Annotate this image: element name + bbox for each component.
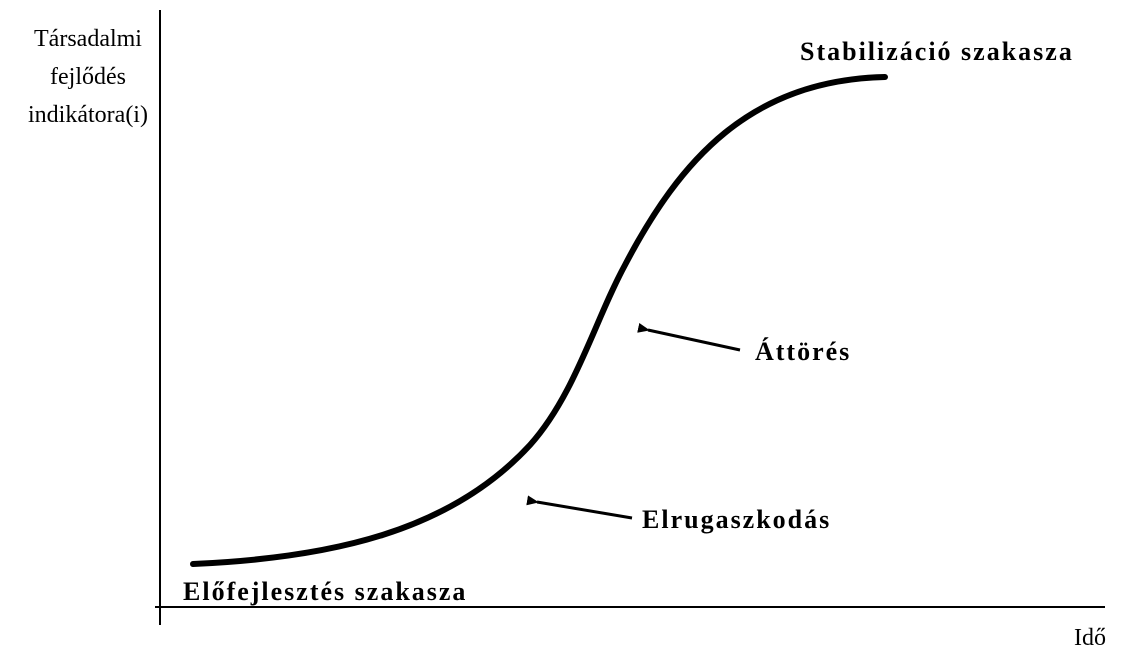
arrow bbox=[637, 322, 741, 352]
phase-label: Elrugaszkodás bbox=[642, 505, 831, 534]
y-axis-label: Társadalmi bbox=[34, 26, 142, 52]
x-axis-label: Idő bbox=[1074, 625, 1106, 651]
phase-label: Áttörés bbox=[755, 337, 851, 366]
y-axis-label: fejlődés bbox=[50, 64, 126, 90]
y-axis-label: indikátora(i) bbox=[28, 102, 148, 128]
s-curve bbox=[190, 74, 888, 567]
arrow bbox=[526, 495, 633, 520]
phase-label: Stabilizáció szakasza bbox=[800, 37, 1074, 66]
phase-label: Előfejlesztés szakasza bbox=[183, 577, 467, 606]
